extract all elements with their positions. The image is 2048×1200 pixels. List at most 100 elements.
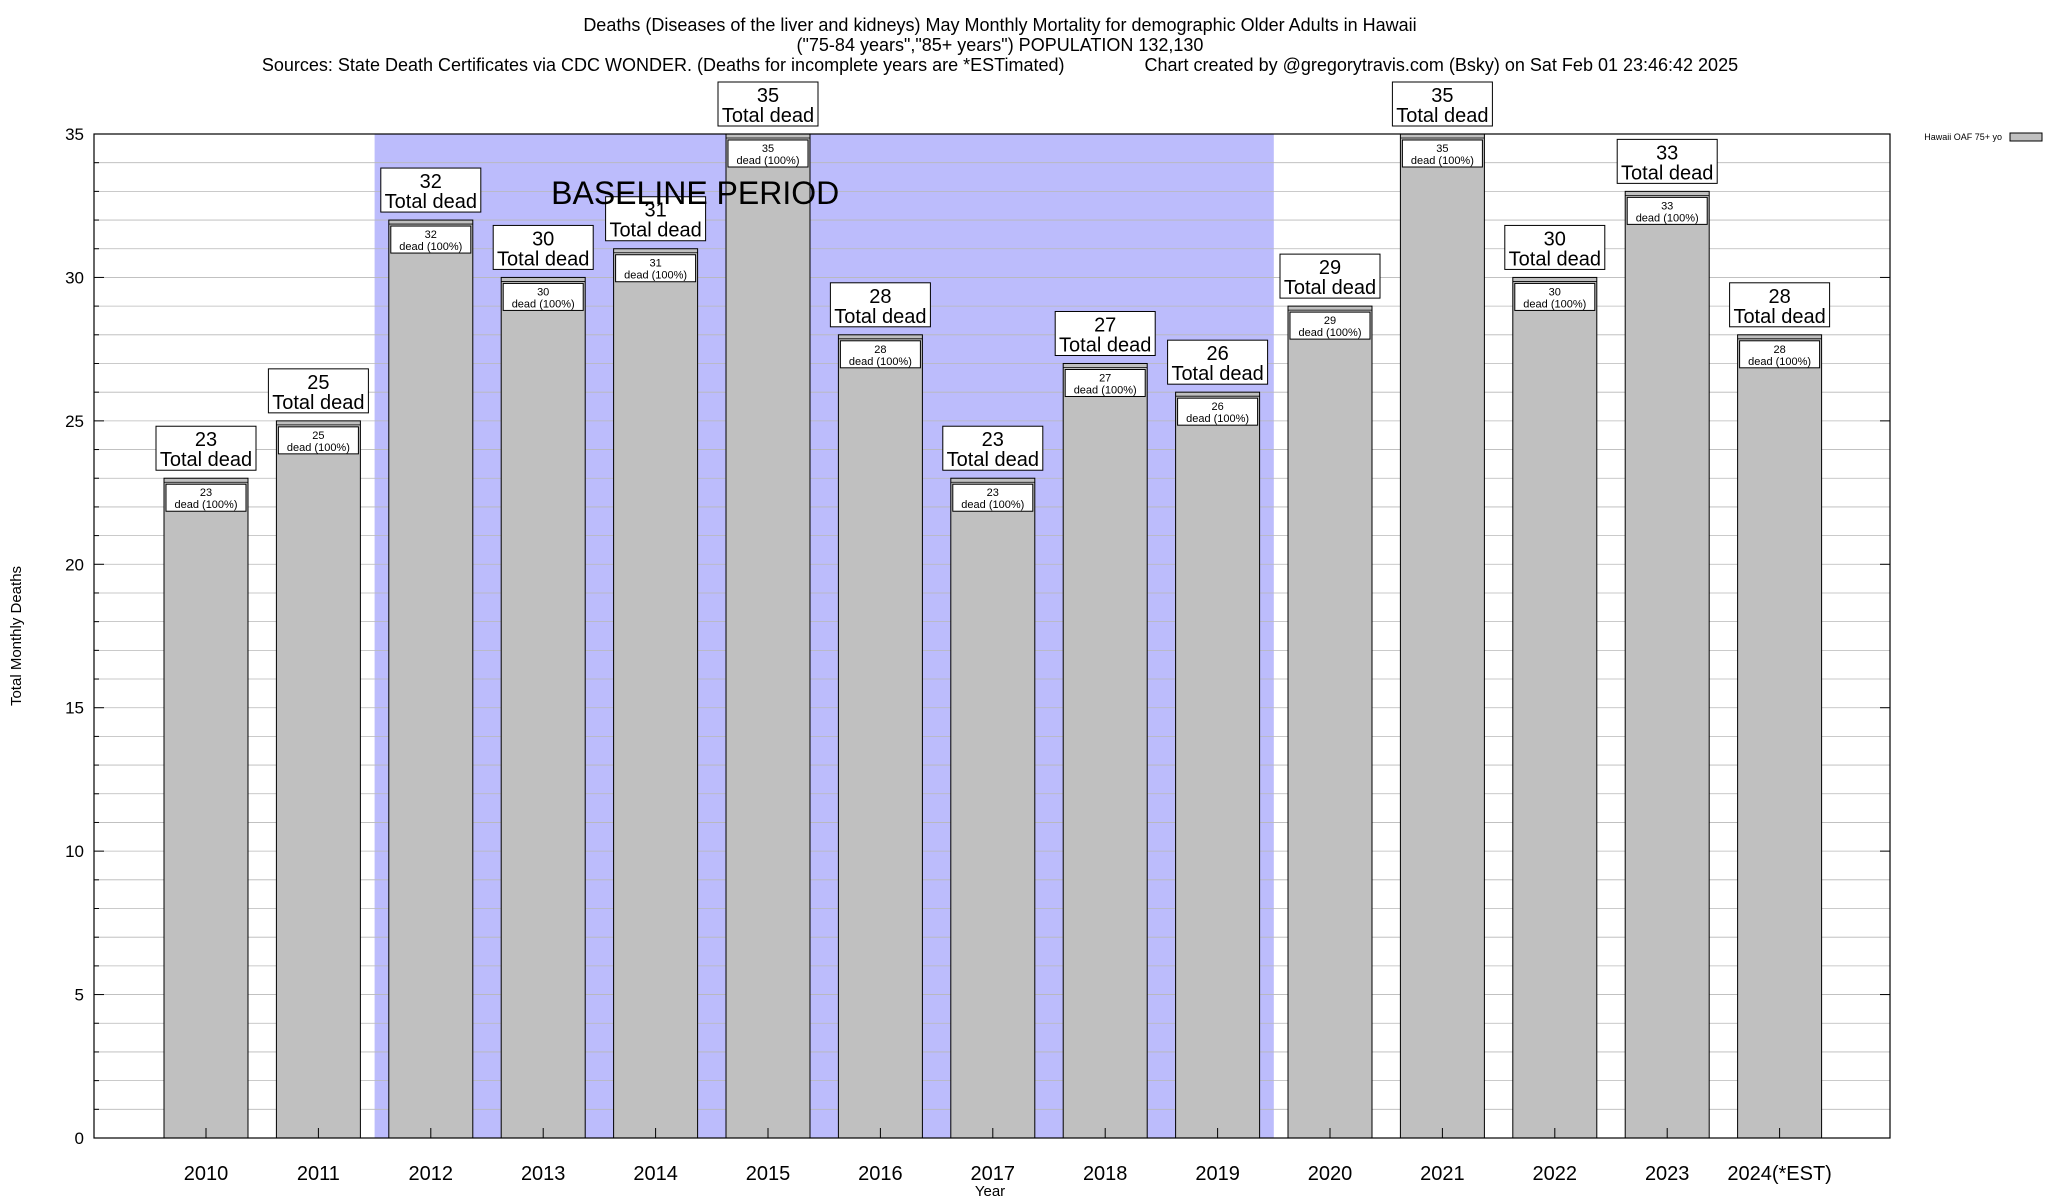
bars bbox=[163, 133, 1823, 1139]
data-label-2019: 26 bbox=[1206, 343, 1228, 365]
data-label-2021: 35 bbox=[1431, 85, 1453, 107]
data-label-suffix: Total dead bbox=[272, 392, 364, 414]
inner-label-percent: dead (100%) bbox=[512, 298, 575, 310]
bar-2018 bbox=[1062, 362, 1148, 1139]
data-label-suffix: Total dead bbox=[1509, 248, 1601, 270]
inner-label-box bbox=[1514, 282, 1596, 311]
inner-label-box bbox=[390, 225, 472, 254]
inner-label-percent: dead (100%) bbox=[737, 155, 800, 167]
data-label-suffix: Total dead bbox=[609, 220, 701, 242]
y-tick-label: 10 bbox=[65, 842, 84, 861]
top-label-box bbox=[492, 224, 594, 270]
inner-label-value: 26 bbox=[1211, 401, 1223, 413]
legend-entry-label: Hawaii OAF 75+ yo bbox=[1924, 132, 2002, 142]
inner-label-percent: dead (100%) bbox=[287, 442, 350, 454]
x-tick-label-2013: 2013 bbox=[521, 1163, 566, 1185]
data-label-suffix: Total dead bbox=[1284, 277, 1376, 299]
inner-label-percent: dead (100%) bbox=[624, 270, 687, 282]
data-label-2024(*EST): 28 bbox=[1768, 286, 1790, 308]
data-label-2022: 30 bbox=[1544, 228, 1566, 250]
data-label-2010: 23 bbox=[195, 429, 217, 451]
top-label-box bbox=[1167, 339, 1269, 385]
bar-2024(*EST) bbox=[1737, 334, 1823, 1139]
data-label-2011: 25 bbox=[307, 372, 329, 394]
inner-label-box bbox=[277, 426, 359, 455]
data-label-suffix: Total dead bbox=[834, 306, 926, 328]
bar-2020 bbox=[1287, 305, 1373, 1139]
baseline-period-label: BASELINE PERIOD bbox=[551, 175, 839, 211]
top-label-box bbox=[1279, 253, 1381, 299]
inner-label-percent: dead (100%) bbox=[961, 499, 1024, 511]
inner-label-percent: dead (100%) bbox=[1299, 327, 1362, 339]
legend: Hawaii OAF 75+ yo bbox=[1924, 132, 2043, 142]
top-label-box bbox=[605, 196, 707, 242]
inner-label-box bbox=[1626, 196, 1708, 225]
top-label-box bbox=[942, 425, 1044, 471]
top-label-box bbox=[1729, 282, 1831, 328]
inner-label-value: 30 bbox=[537, 286, 549, 298]
top-label-box bbox=[1616, 138, 1718, 184]
y-tick-label: 20 bbox=[65, 555, 84, 574]
inner-label-percent: dead (100%) bbox=[1074, 384, 1137, 396]
data-label-suffix: Total dead bbox=[1059, 334, 1151, 356]
axes: 0 5 10 15 20 25 30 35 bbox=[65, 125, 1890, 1148]
top-label-box bbox=[717, 81, 819, 127]
top-label-box bbox=[1504, 224, 1606, 270]
legend-swatch bbox=[2009, 132, 2043, 142]
x-tick-label-2014: 2014 bbox=[633, 1163, 678, 1185]
inner-label-box bbox=[1739, 340, 1821, 369]
inner-label-percent: dead (100%) bbox=[399, 241, 462, 253]
top-label-box bbox=[380, 167, 482, 213]
inner-label-value: 28 bbox=[874, 344, 886, 356]
x-tick-label-2015: 2015 bbox=[746, 1163, 791, 1185]
inner-label-box bbox=[502, 282, 584, 311]
data-label-suffix: Total dead bbox=[722, 105, 814, 127]
inner-label-box bbox=[1064, 368, 1146, 397]
bar-2023 bbox=[1624, 190, 1710, 1139]
data-label-suffix: Total dead bbox=[1733, 306, 1825, 328]
x-tick-label-2019: 2019 bbox=[1195, 1163, 1240, 1185]
data-label-2016: 28 bbox=[869, 286, 891, 308]
data-label-suffix: Total dead bbox=[1621, 162, 1713, 184]
chart-source-line: Sources: State Death Certificates via CD… bbox=[262, 55, 1738, 75]
data-label-2012: 32 bbox=[420, 171, 442, 193]
inner-label-value: 35 bbox=[762, 143, 774, 155]
x-tick-label-2023: 2023 bbox=[1645, 1163, 1690, 1185]
inner-label-value: 32 bbox=[425, 229, 437, 241]
data-label-2014: 31 bbox=[644, 200, 666, 222]
inner-label-box bbox=[615, 254, 697, 283]
bar-2017 bbox=[950, 477, 1036, 1139]
inner-label-percent: dead (100%) bbox=[1523, 298, 1586, 310]
y-tick-label: 30 bbox=[65, 268, 84, 287]
inner-label-value: 35 bbox=[1436, 143, 1448, 155]
inner-label-value: 23 bbox=[200, 487, 212, 499]
inner-label-box bbox=[727, 139, 809, 168]
x-tick-label-2017: 2017 bbox=[971, 1163, 1016, 1185]
top-label-box bbox=[267, 368, 369, 414]
data-label-2023: 33 bbox=[1656, 142, 1678, 164]
inner-label-percent: dead (100%) bbox=[1186, 413, 1249, 425]
data-label-suffix: Total dead bbox=[385, 191, 477, 213]
bar-2015 bbox=[725, 133, 811, 1139]
x-tick-label-2010: 2010 bbox=[184, 1163, 229, 1185]
y-tick-label: 0 bbox=[75, 1129, 84, 1148]
data-label-2013: 30 bbox=[532, 228, 554, 250]
chart-title-line-2: ("75-84 years","85+ years") POPULATION 1… bbox=[797, 35, 1204, 55]
inner-label-percent: dead (100%) bbox=[1636, 212, 1699, 224]
inner-label-value: 23 bbox=[987, 487, 999, 499]
inner-label-value: 30 bbox=[1549, 286, 1561, 298]
x-tick-label-2016: 2016 bbox=[858, 1163, 903, 1185]
inner-label-percent: dead (100%) bbox=[849, 356, 912, 368]
x-axis-label: Year bbox=[975, 1183, 1005, 1200]
x-tick-label-2018: 2018 bbox=[1083, 1163, 1128, 1185]
bar-2019 bbox=[1175, 391, 1261, 1139]
y-axis-label: Total Monthly Deaths bbox=[8, 566, 25, 706]
y-tick-label: 35 bbox=[65, 125, 84, 144]
inner-label-box bbox=[1177, 397, 1259, 426]
data-label-suffix: Total dead bbox=[1171, 363, 1263, 385]
x-tick-label-2012: 2012 bbox=[409, 1163, 454, 1185]
top-label-box bbox=[1391, 81, 1493, 127]
inner-label-value: 25 bbox=[312, 430, 324, 442]
